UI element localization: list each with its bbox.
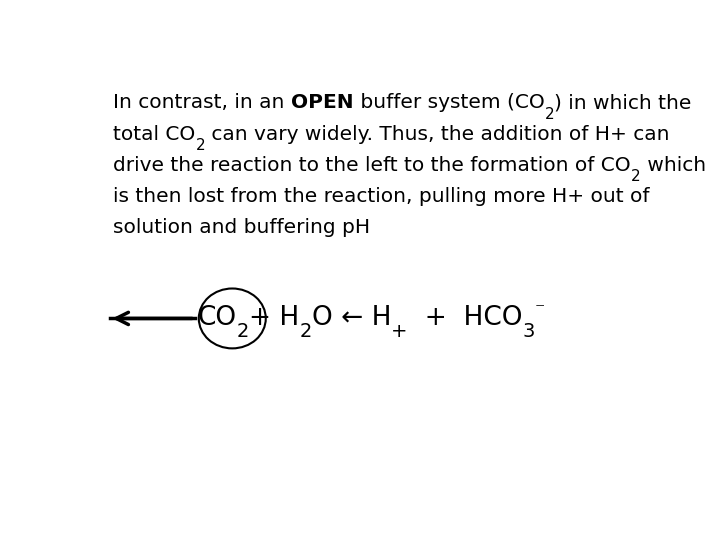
Text: solution and buffering pH: solution and buffering pH xyxy=(114,218,371,237)
Text: 2: 2 xyxy=(196,138,205,153)
Text: 2: 2 xyxy=(300,322,312,341)
Text: In contrast, in an: In contrast, in an xyxy=(114,93,291,112)
Text: 3: 3 xyxy=(522,322,535,341)
Text: 2: 2 xyxy=(544,107,554,122)
Text: CO: CO xyxy=(198,305,237,330)
Text: 2: 2 xyxy=(237,322,249,341)
Text: is then lost from the reaction, pulling more H+ out of: is then lost from the reaction, pulling … xyxy=(114,187,650,206)
Text: ) in which the: ) in which the xyxy=(554,93,692,112)
Text: ⁻: ⁻ xyxy=(535,301,545,320)
Text: O ← H: O ← H xyxy=(312,305,391,330)
Text: +: + xyxy=(391,322,408,341)
Text: drive the reaction to the left to the formation of CO: drive the reaction to the left to the fo… xyxy=(114,156,631,175)
Text: OPEN: OPEN xyxy=(291,93,354,112)
Text: which: which xyxy=(641,156,706,175)
Text: +  HCO: + HCO xyxy=(408,305,522,330)
Text: + H: + H xyxy=(249,305,300,330)
Text: buffer system (CO: buffer system (CO xyxy=(354,93,544,112)
Text: total CO: total CO xyxy=(114,125,196,144)
Text: can vary widely. Thus, the addition of H+ can: can vary widely. Thus, the addition of H… xyxy=(205,125,670,144)
Text: 2: 2 xyxy=(631,169,641,184)
